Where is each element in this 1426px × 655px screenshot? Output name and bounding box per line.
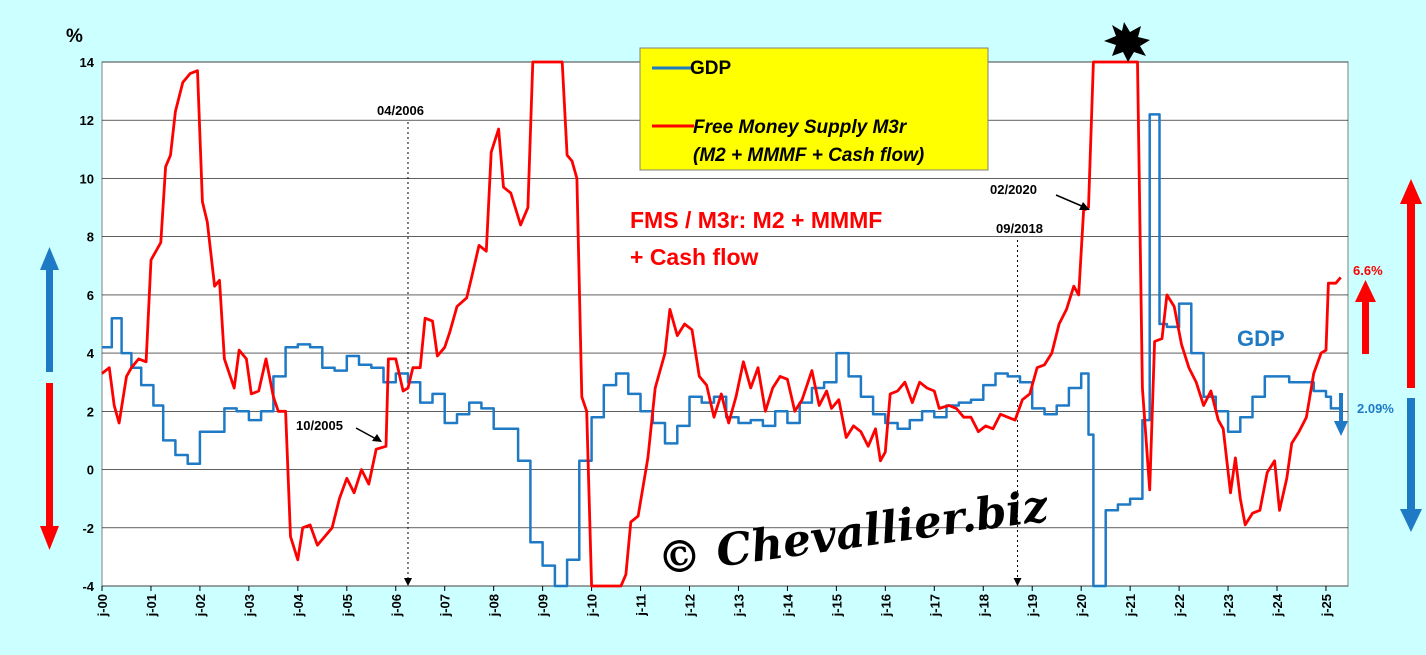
x-tick-label: j-17 bbox=[927, 594, 942, 617]
x-tick-label: j-13 bbox=[731, 594, 746, 617]
x-tick-label: j-02 bbox=[193, 594, 208, 617]
legend-gdp-label: GDP bbox=[690, 58, 732, 79]
x-tick-label: j-20 bbox=[1074, 594, 1089, 617]
blue-down-arrow-small bbox=[1334, 393, 1348, 436]
x-tick-label: j-23 bbox=[1221, 594, 1236, 617]
red-up-arrow-right bbox=[1400, 179, 1422, 388]
x-tick-label: j-19 bbox=[1025, 594, 1040, 617]
blue-up-arrow-left bbox=[40, 247, 59, 372]
arrow-10-2005 bbox=[355, 427, 382, 442]
x-tick-label: j-11 bbox=[634, 594, 649, 617]
annotation-09-2018: 09/2018 bbox=[996, 221, 1043, 236]
fms-title-line1: FMS / M3r: M2 + MMMF bbox=[630, 207, 882, 233]
y-tick-label: 8 bbox=[87, 230, 94, 245]
red-down-arrow-left bbox=[40, 383, 59, 550]
fms-title-line2: + Cash flow bbox=[630, 244, 759, 270]
fms-last-value: 6.6% bbox=[1353, 263, 1383, 278]
blue-down-arrow-right bbox=[1400, 398, 1422, 532]
y-tick-label: 4 bbox=[87, 346, 95, 361]
x-tick-label: j-25 bbox=[1319, 594, 1334, 617]
x-tick-label: j-06 bbox=[389, 594, 404, 617]
x-tick-label: j-21 bbox=[1123, 594, 1138, 617]
annotation-10-2005: 10/2005 bbox=[296, 418, 343, 433]
y-tick-label: -4 bbox=[82, 579, 94, 594]
annotation-02-2020: 02/2020 bbox=[990, 182, 1037, 197]
x-tick-label: j-08 bbox=[487, 594, 502, 617]
y-tick-label: 0 bbox=[87, 463, 94, 478]
legend-fms-sublabel: (M2 + MMMF + Cash flow) bbox=[693, 145, 924, 166]
x-tick-label: j-10 bbox=[585, 594, 600, 617]
x-tick-label: j-22 bbox=[1172, 594, 1187, 617]
explosion-icon bbox=[1104, 22, 1150, 62]
annotation-04-2006: 04/2006 bbox=[377, 103, 424, 118]
gdp-last-value: 2.09% bbox=[1357, 401, 1394, 416]
y-tick-label: 2 bbox=[87, 404, 94, 419]
legend-fms-label: Free Money Supply M3r bbox=[693, 117, 908, 138]
x-tick-label: j-16 bbox=[878, 594, 893, 617]
fms-series-line bbox=[101, 60, 1342, 588]
x-tick-label: j-15 bbox=[829, 594, 844, 617]
y-tick-label: 6 bbox=[87, 288, 94, 303]
legend: GDP Free Money Supply M3r (M2 + MMMF + C… bbox=[639, 47, 989, 171]
x-tick-label: j-09 bbox=[536, 594, 551, 617]
y-tick-label: -2 bbox=[82, 521, 94, 536]
y-tick-label: 12 bbox=[80, 113, 94, 128]
vline-2006 bbox=[403, 122, 412, 586]
x-tick-label: j-00 bbox=[95, 594, 110, 617]
x-tick-label: j-18 bbox=[976, 594, 991, 617]
x-tick-label: j-05 bbox=[340, 594, 355, 617]
y-tick-label: 14 bbox=[80, 55, 95, 70]
x-tick-label: j-24 bbox=[1270, 593, 1285, 617]
gdp-series-label: GDP bbox=[1237, 326, 1285, 351]
x-tick-label: j-07 bbox=[438, 594, 453, 617]
x-axis-tick-labels: j-00 j-01 j-02 j-03 j-04 j-05 j-06 j-07 j-08 j-09… bbox=[95, 586, 1334, 617]
x-tick-label: j-03 bbox=[242, 594, 257, 617]
red-up-arrow-small bbox=[1355, 280, 1376, 354]
arrow-02-2020 bbox=[1055, 194, 1090, 210]
y-axis-tick-labels: -4 -2 0 2 4 6 8 10 12 14 bbox=[80, 55, 95, 594]
gdp-series-line bbox=[102, 113, 1341, 588]
series-lines bbox=[101, 60, 1342, 588]
y-tick-label: 10 bbox=[80, 171, 94, 186]
x-tick-label: j-12 bbox=[683, 594, 698, 617]
x-tick-label: j-14 bbox=[780, 593, 795, 617]
x-tick-label: j-01 bbox=[144, 594, 159, 617]
x-tick-label: j-04 bbox=[291, 593, 306, 617]
y-axis-label: % bbox=[66, 26, 83, 47]
